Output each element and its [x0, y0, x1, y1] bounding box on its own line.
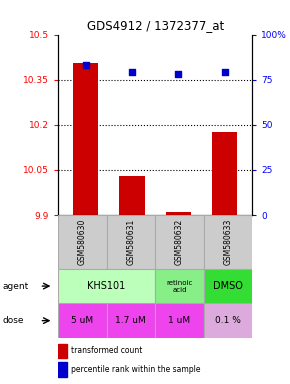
Bar — [73, 63, 99, 215]
Point — [130, 70, 134, 76]
Text: GSM580632: GSM580632 — [175, 219, 184, 265]
Bar — [106, 303, 155, 338]
Bar — [58, 215, 106, 269]
Bar — [204, 269, 252, 303]
Bar — [204, 303, 252, 338]
Text: 1 uM: 1 uM — [168, 316, 191, 325]
Text: GSM580630: GSM580630 — [78, 219, 87, 265]
Bar — [58, 362, 67, 377]
Text: GSM580633: GSM580633 — [224, 219, 233, 265]
Text: dose: dose — [3, 316, 24, 325]
Bar — [166, 212, 191, 215]
Bar — [204, 215, 252, 269]
Text: transformed count: transformed count — [71, 346, 142, 356]
Text: KHS101: KHS101 — [88, 281, 126, 291]
Text: percentile rank within the sample: percentile rank within the sample — [71, 365, 200, 374]
Point — [84, 62, 88, 68]
Bar — [119, 176, 145, 215]
Title: GDS4912 / 1372377_at: GDS4912 / 1372377_at — [86, 19, 224, 32]
Bar — [58, 303, 106, 338]
Text: 5 uM: 5 uM — [71, 316, 93, 325]
Bar — [106, 215, 155, 269]
Bar — [58, 344, 67, 358]
Bar — [155, 215, 204, 269]
Bar — [155, 303, 204, 338]
Text: agent: agent — [3, 281, 29, 291]
Bar — [155, 269, 204, 303]
Text: DMSO: DMSO — [213, 281, 243, 291]
Point — [222, 70, 227, 76]
Text: 0.1 %: 0.1 % — [215, 316, 241, 325]
Text: 1.7 uM: 1.7 uM — [115, 316, 146, 325]
Point — [176, 71, 181, 77]
Bar — [212, 132, 237, 215]
Text: GSM580631: GSM580631 — [126, 219, 135, 265]
Bar — [58, 269, 155, 303]
Text: retinoic
acid: retinoic acid — [166, 280, 193, 293]
